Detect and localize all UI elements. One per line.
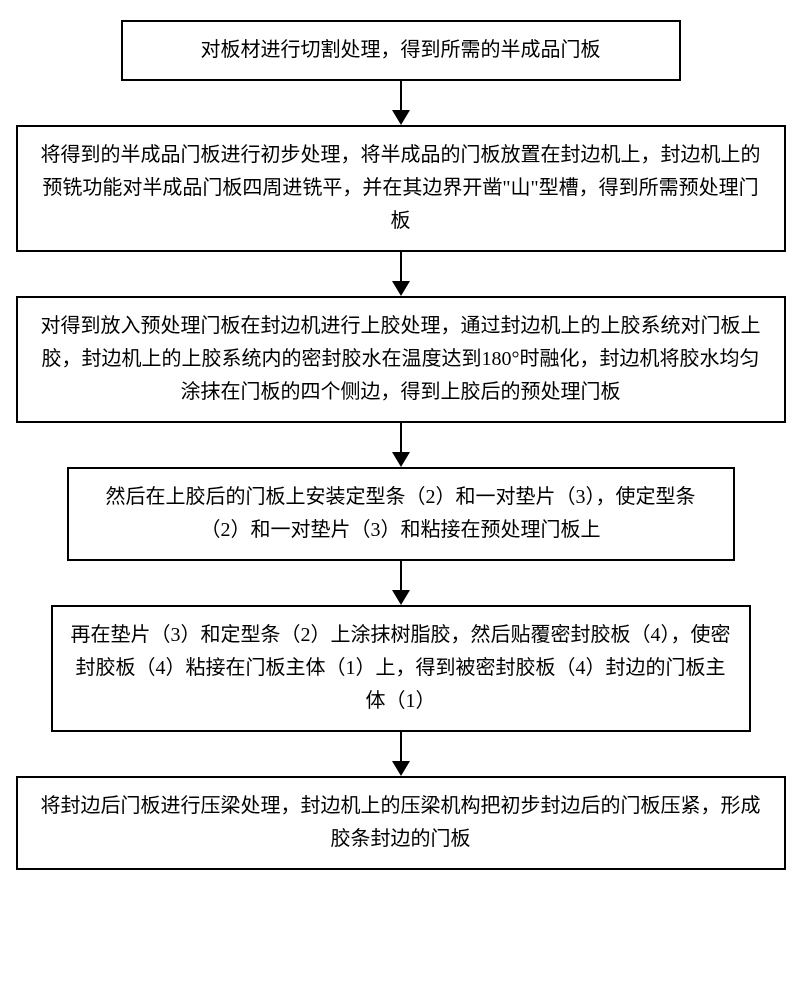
flow-arrow-4 [392,561,410,605]
flow-step-4-text: 然后在上胶后的门板上安装定型条（2）和一对垫片（3），使定型条（2）和一对垫片（… [87,481,715,547]
arrow-line [400,252,402,281]
flow-step-2: 将得到的半成品门板进行初步处理，将半成品的门板放置在封边机上，封边机上的预铣功能… [16,125,786,252]
flow-step-6: 将封边后门板进行压梁处理，封边机上的压梁机构把初步封边后的门板压紧，形成胶条封边… [16,776,786,870]
flow-step-5-text: 再在垫片（3）和定型条（2）上涂抹树脂胶，然后贴覆密封胶板（4），使密封胶板（4… [71,619,731,718]
flow-step-3-text: 对得到放入预处理门板在封边机进行上胶处理，通过封边机上的上胶系统对门板上胶，封边… [36,310,766,409]
flow-step-1: 对板材进行切割处理，得到所需的半成品门板 [121,20,681,81]
arrow-line [400,81,402,110]
arrow-head-icon [392,110,410,125]
flow-arrow-3 [392,423,410,467]
arrow-line [400,732,402,761]
flow-step-2-text: 将得到的半成品门板进行初步处理，将半成品的门板放置在封边机上，封边机上的预铣功能… [36,139,766,238]
flow-arrow-2 [392,252,410,296]
flow-step-3: 对得到放入预处理门板在封边机进行上胶处理，通过封边机上的上胶系统对门板上胶，封边… [16,296,786,423]
flow-step-6-text: 将封边后门板进行压梁处理，封边机上的压梁机构把初步封边后的门板压紧，形成胶条封边… [36,790,766,856]
flow-step-5: 再在垫片（3）和定型条（2）上涂抹树脂胶，然后贴覆密封胶板（4），使密封胶板（4… [51,605,751,732]
flowchart: 对板材进行切割处理，得到所需的半成品门板 将得到的半成品门板进行初步处理，将半成… [5,20,796,870]
flow-arrow-5 [392,732,410,776]
arrow-head-icon [392,281,410,296]
flow-step-1-text: 对板材进行切割处理，得到所需的半成品门板 [201,34,601,67]
arrow-head-icon [392,452,410,467]
arrow-line [400,423,402,452]
arrow-line [400,561,402,590]
flow-step-4: 然后在上胶后的门板上安装定型条（2）和一对垫片（3），使定型条（2）和一对垫片（… [67,467,735,561]
arrow-head-icon [392,590,410,605]
arrow-head-icon [392,761,410,776]
flow-arrow-1 [392,81,410,125]
